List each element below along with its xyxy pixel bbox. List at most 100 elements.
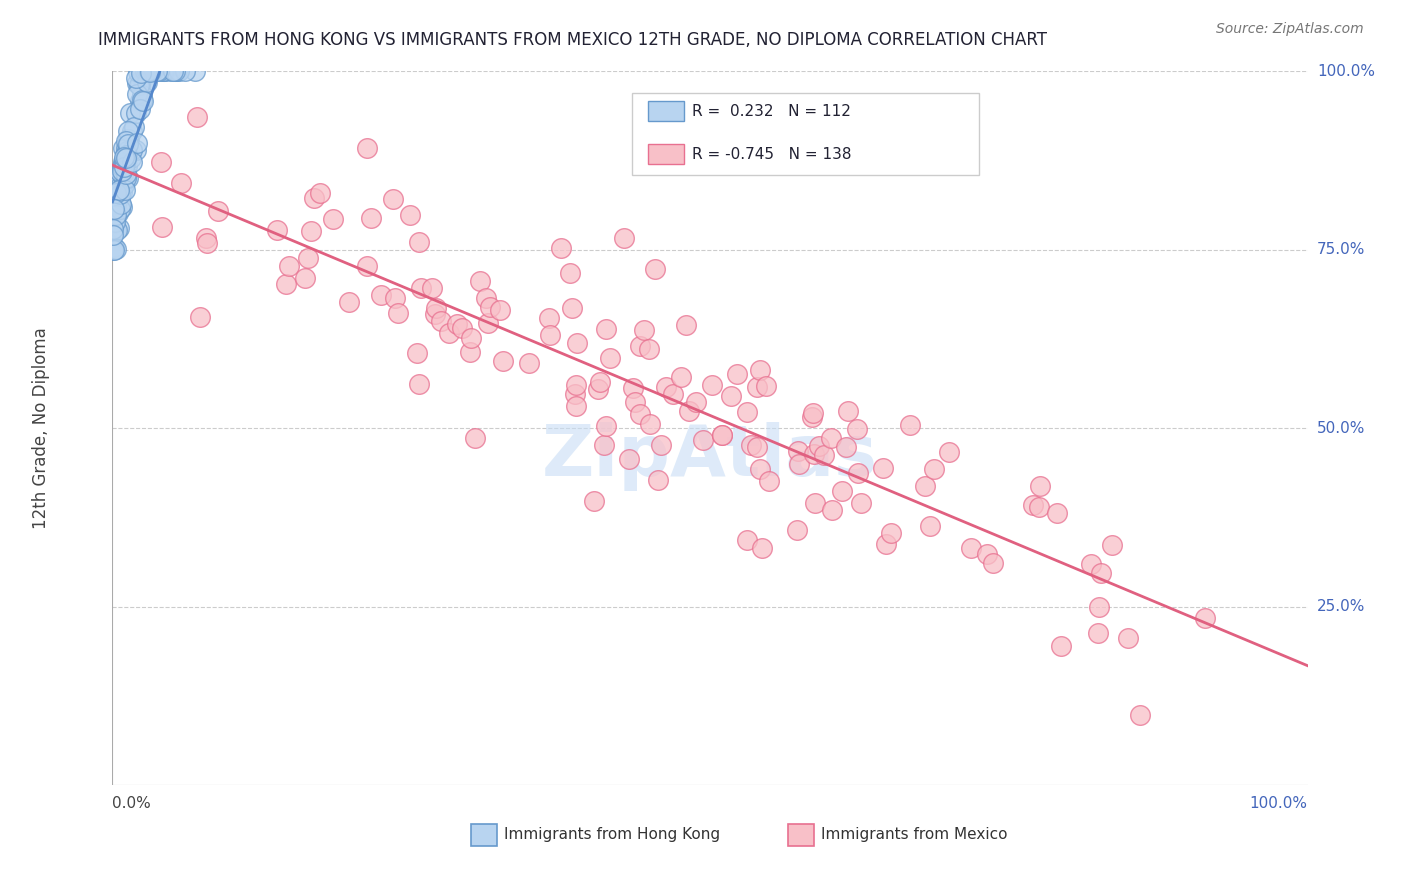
Point xyxy=(737,533,759,548)
Point xyxy=(406,346,429,360)
Point xyxy=(446,317,468,331)
Point xyxy=(595,419,617,434)
Point xyxy=(173,64,195,78)
Bar xyxy=(787,824,814,846)
Point xyxy=(692,434,714,448)
Point xyxy=(125,136,148,150)
Point xyxy=(820,431,842,445)
Point xyxy=(1194,610,1216,624)
Point xyxy=(117,136,139,151)
Point xyxy=(207,204,229,219)
Point xyxy=(117,124,139,138)
Point xyxy=(411,281,433,295)
Point xyxy=(399,208,422,222)
Point xyxy=(880,525,903,540)
Point xyxy=(685,395,707,409)
Point xyxy=(747,440,769,454)
Point xyxy=(114,160,136,174)
Point xyxy=(711,428,734,442)
Point xyxy=(430,314,453,328)
Point xyxy=(938,445,960,459)
Point xyxy=(1128,707,1150,722)
Point xyxy=(104,242,127,256)
Point xyxy=(309,186,332,201)
Point xyxy=(831,483,853,498)
Point xyxy=(112,175,135,189)
Point xyxy=(655,379,678,393)
Point xyxy=(460,331,482,345)
Point xyxy=(711,428,734,442)
Point xyxy=(136,64,159,78)
Point xyxy=(849,496,872,510)
Point xyxy=(758,475,780,489)
Text: ZipAtlas: ZipAtlas xyxy=(543,422,877,491)
Point xyxy=(128,78,150,93)
Point xyxy=(118,106,141,120)
Text: IMMIGRANTS FROM HONG KONG VS IMMIGRANTS FROM MEXICO 12TH GRADE, NO DIPLOMA CORRE: IMMIGRANTS FROM HONG KONG VS IMMIGRANTS … xyxy=(98,31,1047,49)
Point xyxy=(103,223,125,237)
Point xyxy=(115,148,138,162)
Point xyxy=(644,261,666,276)
Point xyxy=(108,220,131,235)
Point xyxy=(1028,500,1050,514)
Point xyxy=(564,386,586,401)
Point xyxy=(650,437,672,451)
Point xyxy=(101,227,124,242)
Point xyxy=(981,556,1004,570)
Point xyxy=(565,400,588,414)
Point xyxy=(120,151,142,165)
Text: R = -0.745   N = 138: R = -0.745 N = 138 xyxy=(692,146,852,161)
Point xyxy=(803,447,825,461)
Point xyxy=(960,541,983,556)
Point xyxy=(477,316,499,330)
Point xyxy=(558,266,581,280)
Point xyxy=(124,143,146,157)
Point xyxy=(420,281,443,295)
Point xyxy=(489,302,512,317)
Point xyxy=(162,64,184,78)
Point xyxy=(115,151,138,165)
Point xyxy=(103,194,125,209)
Point xyxy=(370,287,392,301)
Point xyxy=(720,389,742,403)
Point xyxy=(740,438,762,452)
Point xyxy=(124,71,146,86)
Point xyxy=(121,124,143,138)
Point xyxy=(1090,566,1112,581)
Point xyxy=(134,64,156,78)
Point xyxy=(105,186,128,200)
Point xyxy=(115,148,138,162)
Point xyxy=(112,165,135,179)
Point xyxy=(153,64,176,78)
Point xyxy=(538,327,561,342)
Point xyxy=(628,407,651,421)
Point xyxy=(141,64,163,78)
Point xyxy=(103,215,125,229)
Point xyxy=(360,211,382,225)
Point xyxy=(640,417,662,432)
Point xyxy=(423,307,446,321)
Point xyxy=(195,235,218,250)
Point xyxy=(976,547,998,561)
Point xyxy=(425,301,447,315)
Point xyxy=(617,452,640,467)
Point xyxy=(170,176,193,190)
Point xyxy=(561,301,583,315)
Point xyxy=(110,178,132,193)
Point xyxy=(169,64,191,78)
Point xyxy=(115,144,138,158)
Point xyxy=(787,457,810,471)
Point xyxy=(745,380,768,394)
Point xyxy=(918,518,941,533)
Bar xyxy=(471,824,498,846)
Point xyxy=(582,493,605,508)
Point xyxy=(278,259,301,273)
Point xyxy=(748,462,770,476)
Point xyxy=(103,222,125,236)
Point xyxy=(786,524,808,538)
Text: 100.0%: 100.0% xyxy=(1250,796,1308,811)
Point xyxy=(384,291,406,305)
Point xyxy=(127,87,149,101)
Point xyxy=(801,406,824,420)
Point xyxy=(107,189,129,203)
